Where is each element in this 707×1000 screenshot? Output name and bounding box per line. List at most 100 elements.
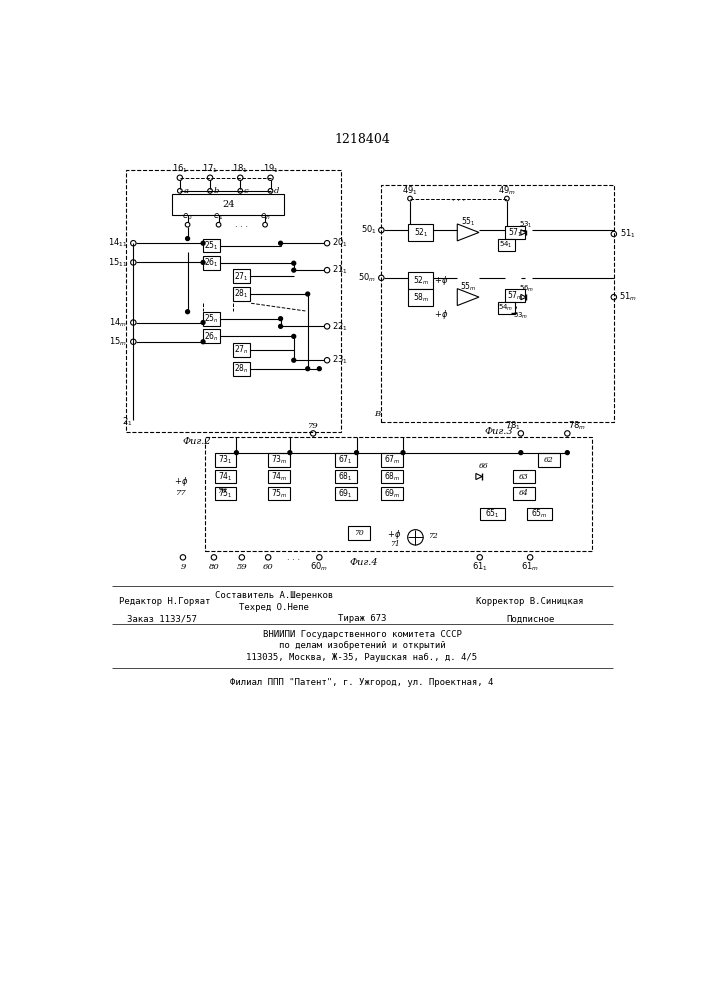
Text: $69_1$: $69_1$ [339, 487, 353, 500]
Bar [172, 194, 284, 215]
Circle shape [292, 358, 296, 362]
Bar [381, 185, 614, 422]
Text: $65_m$: $65_m$ [531, 508, 548, 520]
Bar [215, 470, 236, 483]
Text: $68_m$: $68_m$ [384, 470, 400, 483]
Text: Техред О.Непе: Техред О.Непе [240, 603, 310, 612]
Text: $61_m$: $61_m$ [521, 560, 539, 573]
Text: $28_n$: $28_n$ [233, 362, 248, 375]
Bar [233, 287, 250, 301]
Text: по делам изобретений и открытий: по делам изобретений и открытий [279, 641, 445, 650]
Text: $57_m$: $57_m$ [507, 289, 524, 302]
Text: $50_1$: $50_1$ [361, 224, 377, 236]
Text: a: a [184, 187, 189, 195]
Text: $57_1$: $57_1$ [508, 226, 522, 239]
Text: $+\phi$: $+\phi$ [387, 528, 402, 541]
Text: c: c [244, 187, 249, 195]
Text: $22_1$: $22_1$ [332, 320, 347, 333]
Text: $25_n$: $25_n$ [204, 312, 219, 325]
Circle shape [292, 334, 296, 338]
Text: $27_1$: $27_1$ [234, 270, 248, 283]
Text: 24: 24 [222, 200, 235, 209]
Text: $65_1$: $65_1$ [485, 508, 499, 520]
Text: $26_n$: $26_n$ [204, 330, 219, 343]
Text: Составитель А.Шеренков: Составитель А.Шеренков [215, 591, 334, 600]
Circle shape [355, 451, 358, 455]
Text: Фиг.3: Фиг.3 [485, 427, 513, 436]
Text: 77: 77 [176, 489, 187, 497]
Circle shape [292, 268, 296, 272]
Text: $61_1$: $61_1$ [472, 560, 488, 573]
Text: $54_m$: $54_m$ [498, 303, 514, 313]
Bar [498, 239, 515, 251]
Circle shape [186, 310, 189, 314]
Text: $53_m$: $53_m$ [513, 311, 529, 321]
Text: $60_m$: $60_m$ [310, 560, 328, 573]
Bar [381, 453, 403, 466]
Text: Подписное: Подписное [506, 614, 554, 623]
Circle shape [305, 292, 310, 296]
Text: Заказ 1133/57: Заказ 1133/57 [127, 614, 197, 623]
Circle shape [401, 451, 405, 455]
Text: $23_1$: $23_1$ [332, 354, 347, 366]
Text: $+\phi$: $+\phi$ [434, 308, 448, 321]
Text: $14_m$: $14_m$ [109, 316, 127, 329]
Bar [204, 437, 592, 551]
Text: $15_{11}$: $15_{11}$ [108, 256, 128, 269]
Bar [538, 453, 559, 466]
Bar [335, 453, 356, 466]
Text: $67_1$: $67_1$ [339, 453, 353, 466]
Text: . . .: . . . [452, 194, 465, 203]
Text: 72: 72 [428, 532, 438, 540]
Bar [203, 312, 220, 326]
Text: $25_1$: $25_1$ [204, 239, 219, 252]
Bar [203, 239, 220, 252]
Text: $18_1$: $18_1$ [233, 162, 248, 175]
Text: $50_m$: $50_m$ [358, 272, 376, 284]
Text: $e_n$: $e_n$ [260, 212, 270, 222]
Text: 80: 80 [209, 563, 219, 571]
Circle shape [201, 340, 205, 344]
Circle shape [519, 451, 522, 455]
Bar [203, 256, 220, 270]
Text: $52_m$: $52_m$ [412, 275, 429, 287]
Circle shape [288, 451, 292, 455]
Text: . . .: . . . [235, 220, 248, 229]
Text: Тираж 673: Тираж 673 [338, 614, 386, 623]
Text: $58_m$: $58_m$ [412, 292, 429, 304]
Bar [215, 487, 236, 500]
Circle shape [279, 324, 283, 328]
Bar [381, 470, 403, 483]
Text: $19_1$: $19_1$ [262, 162, 279, 175]
Bar [409, 224, 433, 241]
Text: 63: 63 [519, 473, 529, 481]
Text: 70: 70 [354, 529, 363, 537]
Text: 79: 79 [308, 422, 318, 430]
Text: $55_1$: $55_1$ [461, 215, 476, 228]
Circle shape [305, 367, 310, 371]
Bar [268, 470, 290, 483]
Text: $e_1$: $e_1$ [214, 212, 223, 222]
Bar [233, 362, 250, 376]
Text: $+\phi$: $+\phi$ [434, 274, 448, 287]
Bar [335, 470, 356, 483]
Text: ВНИИПИ Государственного комитета СССР: ВНИИПИ Государственного комитета СССР [262, 630, 462, 639]
Text: $75_m$: $75_m$ [271, 487, 287, 500]
Text: $55_m$: $55_m$ [460, 280, 477, 293]
Bar [513, 470, 534, 483]
Bar [335, 487, 356, 500]
Text: 62: 62 [544, 456, 554, 464]
Text: $51_m$: $51_m$ [619, 291, 637, 303]
Bar [480, 508, 505, 520]
Text: $20_1$: $20_1$ [332, 237, 347, 249]
Text: $52_1$: $52_1$ [414, 226, 428, 239]
Bar [527, 508, 552, 520]
Text: $74_m$: $74_m$ [271, 470, 287, 483]
Text: Фиг.2: Фиг.2 [182, 437, 211, 446]
Bar [268, 487, 290, 500]
Bar [409, 289, 433, 306]
Text: Филиал ППП "Патент", г. Ужгород, ул. Проектная, 4: Филиал ППП "Патент", г. Ужгород, ул. Про… [230, 678, 493, 687]
Circle shape [317, 367, 321, 371]
Text: b: b [214, 187, 219, 195]
Text: $68_1$: $68_1$ [339, 470, 353, 483]
